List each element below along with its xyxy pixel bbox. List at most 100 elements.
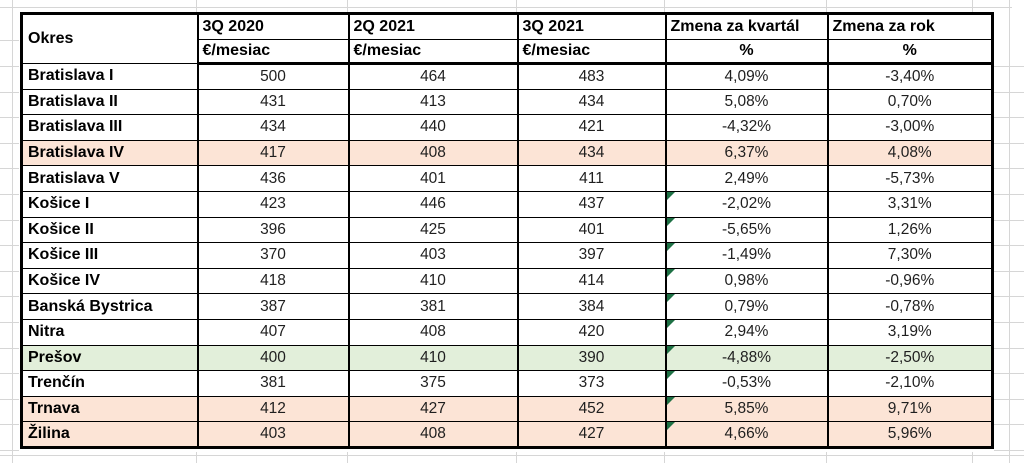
zmena-rok-cell[interactable]: 1,26% xyxy=(826,216,994,244)
zmena-kvartal-cell[interactable]: -1,49% xyxy=(664,242,829,269)
zmena-rok-cell[interactable]: 5,96% xyxy=(826,421,994,448)
zmena-rok-cell[interactable]: -2,50% xyxy=(826,344,994,372)
unit-zmena-rok[interactable]: % xyxy=(826,39,994,65)
q3-2021-cell[interactable]: 437 xyxy=(516,190,667,218)
q3-2021-cell[interactable]: 390 xyxy=(516,344,667,372)
q3-2021-cell[interactable]: 452 xyxy=(516,395,667,423)
zmena-kvartal-cell[interactable]: 4,09% xyxy=(664,63,829,90)
zmena-kvartal-cell[interactable]: -4,32% xyxy=(664,114,829,141)
q2-2021-cell[interactable]: 464 xyxy=(347,63,519,90)
q3-2020-cell[interactable]: 370 xyxy=(196,242,350,269)
q2-2021-cell[interactable]: 440 xyxy=(347,114,519,141)
q3-2020-cell[interactable]: 403 xyxy=(196,421,350,448)
zmena-kvartal-cell[interactable]: 2,49% xyxy=(664,165,829,192)
q2-2021-cell[interactable]: 413 xyxy=(347,88,519,116)
zmena-kvartal-cell[interactable]: 0,79% xyxy=(664,293,829,320)
q2-2021-cell[interactable]: 410 xyxy=(347,344,519,372)
okres-cell[interactable]: Nitra xyxy=(20,318,199,346)
zmena-rok-cell[interactable]: 0,70% xyxy=(826,88,994,116)
q3-2020-cell[interactable]: 396 xyxy=(196,216,350,244)
zmena-kvartal-cell[interactable]: -2,02% xyxy=(664,190,829,218)
q3-2021-cell[interactable]: 401 xyxy=(516,216,667,244)
okres-cell[interactable]: Trnava xyxy=(20,395,199,423)
q3-2021-cell[interactable]: 427 xyxy=(516,421,667,448)
q3-2020-cell[interactable]: 400 xyxy=(196,344,350,372)
zmena-rok-cell[interactable]: -2,10% xyxy=(826,370,994,397)
q3-2021-cell[interactable]: 421 xyxy=(516,114,667,141)
zmena-rok-cell[interactable]: 9,71% xyxy=(826,395,994,423)
q3-2021-cell[interactable]: 420 xyxy=(516,318,667,346)
q3-2020-cell[interactable]: 500 xyxy=(196,63,350,90)
header-okres[interactable]: Okres xyxy=(20,13,199,64)
zmena-kvartal-cell[interactable]: 0,98% xyxy=(664,267,829,295)
okres-cell[interactable]: Bratislava V xyxy=(20,165,199,192)
q2-2021-cell[interactable]: 410 xyxy=(347,267,519,295)
q2-2021-cell[interactable]: 401 xyxy=(347,165,519,192)
unit-3q2020[interactable]: €/mesiac xyxy=(196,39,350,65)
okres-cell[interactable]: Košice III xyxy=(20,242,199,269)
q2-2021-cell[interactable]: 408 xyxy=(347,139,519,167)
okres-cell[interactable]: Prešov xyxy=(20,344,199,372)
q3-2020-cell[interactable]: 407 xyxy=(196,318,350,346)
okres-cell[interactable]: Košice I xyxy=(20,190,199,218)
q3-2021-cell[interactable]: 411 xyxy=(516,165,667,192)
q2-2021-cell[interactable]: 427 xyxy=(347,395,519,423)
q3-2021-cell[interactable]: 434 xyxy=(516,139,667,167)
okres-cell[interactable]: Bratislava IV xyxy=(20,139,199,167)
q2-2021-cell[interactable]: 446 xyxy=(347,190,519,218)
q2-2021-cell[interactable]: 375 xyxy=(347,370,519,397)
unit-2q2021[interactable]: €/mesiac xyxy=(347,39,519,65)
q3-2020-cell[interactable]: 381 xyxy=(196,370,350,397)
q3-2020-cell[interactable]: 412 xyxy=(196,395,350,423)
unit-3q2021[interactable]: €/mesiac xyxy=(516,39,667,65)
q3-2021-cell[interactable]: 397 xyxy=(516,242,667,269)
header-zmena-kvartal[interactable]: Zmena za kvartál xyxy=(664,13,829,40)
header-3q2021[interactable]: 3Q 2021 xyxy=(516,13,667,40)
okres-cell[interactable]: Košice II xyxy=(20,216,199,244)
zmena-rok-cell[interactable]: -5,73% xyxy=(826,165,994,192)
zmena-rok-cell[interactable]: -0,96% xyxy=(826,267,994,295)
zmena-kvartal-cell[interactable]: 2,94% xyxy=(664,318,829,346)
okres-cell[interactable]: Banská Bystrica xyxy=(20,293,199,320)
zmena-rok-cell[interactable]: -0,78% xyxy=(826,293,994,320)
okres-cell[interactable]: Bratislava I xyxy=(20,63,199,90)
q3-2020-cell[interactable]: 431 xyxy=(196,88,350,116)
q2-2021-cell[interactable]: 408 xyxy=(347,421,519,448)
okres-cell[interactable]: Bratislava III xyxy=(20,114,199,141)
q2-2021-cell[interactable]: 425 xyxy=(347,216,519,244)
zmena-rok-cell[interactable]: 4,08% xyxy=(826,139,994,167)
zmena-kvartal-cell[interactable]: 5,08% xyxy=(664,88,829,116)
q3-2020-cell[interactable]: 423 xyxy=(196,190,350,218)
q3-2021-cell[interactable]: 434 xyxy=(516,88,667,116)
unit-zmena-kvartal[interactable]: % xyxy=(664,39,829,65)
zmena-rok-cell[interactable]: 3,31% xyxy=(826,190,994,218)
q2-2021-cell[interactable]: 403 xyxy=(347,242,519,269)
q3-2020-cell[interactable]: 434 xyxy=(196,114,350,141)
q3-2020-cell[interactable]: 418 xyxy=(196,267,350,295)
q2-2021-cell[interactable]: 381 xyxy=(347,293,519,320)
zmena-kvartal-cell[interactable]: -5,65% xyxy=(664,216,829,244)
zmena-kvartal-cell[interactable]: 4,66% xyxy=(664,421,829,448)
zmena-rok-cell[interactable]: 3,19% xyxy=(826,318,994,346)
okres-cell[interactable]: Žilina xyxy=(20,421,199,448)
q3-2020-cell[interactable]: 387 xyxy=(196,293,350,320)
q3-2020-cell[interactable]: 417 xyxy=(196,139,350,167)
q3-2021-cell[interactable]: 414 xyxy=(516,267,667,295)
zmena-kvartal-cell[interactable]: 6,37% xyxy=(664,139,829,167)
okres-cell[interactable]: Bratislava II xyxy=(20,88,199,116)
zmena-kvartal-cell[interactable]: -0,53% xyxy=(664,370,829,397)
okres-cell[interactable]: Košice IV xyxy=(20,267,199,295)
q3-2020-cell[interactable]: 436 xyxy=(196,165,350,192)
header-2q2021[interactable]: 2Q 2021 xyxy=(347,13,519,40)
q3-2021-cell[interactable]: 373 xyxy=(516,370,667,397)
q2-2021-cell[interactable]: 408 xyxy=(347,318,519,346)
zmena-kvartal-cell[interactable]: -4,88% xyxy=(664,344,829,372)
q3-2021-cell[interactable]: 483 xyxy=(516,63,667,90)
header-3q2020[interactable]: 3Q 2020 xyxy=(196,13,350,40)
header-zmena-rok[interactable]: Zmena za rok xyxy=(826,13,994,40)
zmena-rok-cell[interactable]: 7,30% xyxy=(826,242,994,269)
zmena-rok-cell[interactable]: -3,40% xyxy=(826,63,994,90)
q3-2021-cell[interactable]: 384 xyxy=(516,293,667,320)
okres-cell[interactable]: Trenčín xyxy=(20,370,199,397)
zmena-kvartal-cell[interactable]: 5,85% xyxy=(664,395,829,423)
